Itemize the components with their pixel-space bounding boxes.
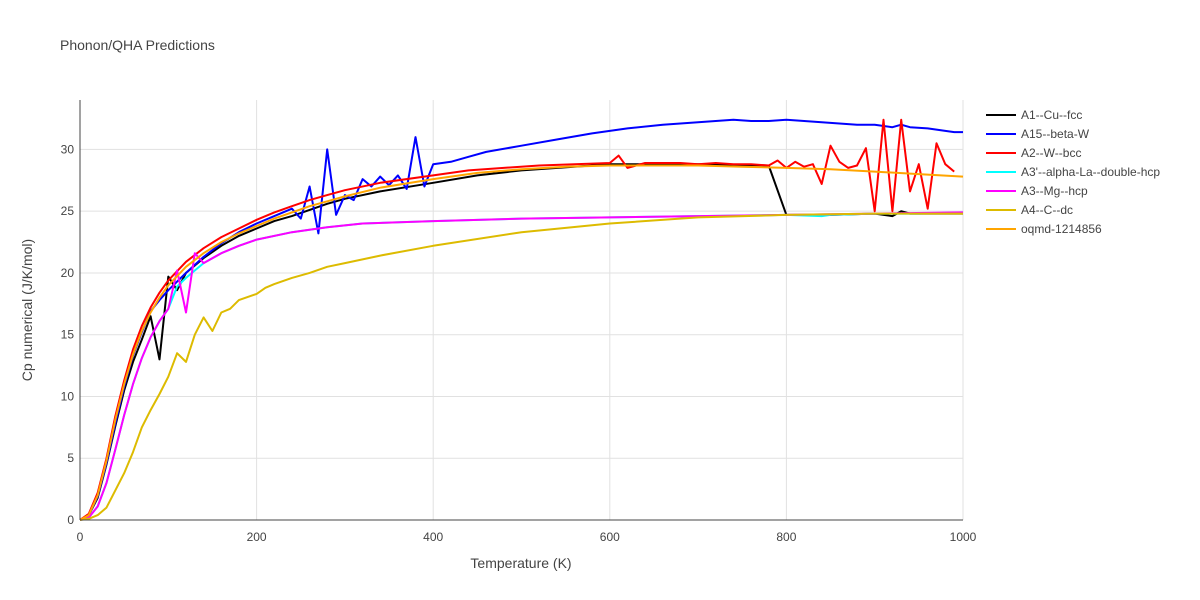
legend-label: A15--beta-W [1021, 127, 1090, 141]
series-line-2 [79, 118, 963, 521]
legend-item[interactable]: A1--Cu--fcc [986, 108, 1082, 122]
legend-label: A4--C--dc [1021, 203, 1073, 217]
x-axis-title: Temperature (K) [470, 555, 571, 571]
legend-item[interactable]: A3--Mg--hcp [986, 184, 1088, 198]
y-tick-label: 0 [67, 513, 74, 527]
axes: 0 200 400 600 800 1000 0 5 10 15 20 25 30 [61, 100, 977, 544]
y-axis-title: Cp numerical (J/K/mol) [19, 239, 35, 381]
legend-label: oqmd-1214856 [1021, 222, 1102, 236]
x-tick-label: 200 [247, 530, 267, 544]
series-line-7 [79, 164, 964, 521]
legend-item[interactable]: A2--W--bcc [986, 146, 1081, 160]
x-tick-label: 800 [776, 530, 796, 544]
y-tick-label: 15 [61, 328, 75, 342]
legend-label: A2--W--bcc [1021, 146, 1081, 160]
legend: A1--Cu--fcc A15--beta-W A2--W--bcc A3'--alp… [986, 108, 1160, 236]
legend-item[interactable]: oqmd-1214856 [986, 222, 1102, 236]
legend-label: A1--Cu--fcc [1021, 108, 1082, 122]
series-line-1 [79, 163, 963, 521]
legend-item[interactable]: A15--beta-W [986, 127, 1090, 141]
legend-label: A3--Mg--hcp [1021, 184, 1088, 198]
legend-label: A3'--alpha-La--double-hcp [1021, 165, 1160, 179]
y-tick-label: 5 [67, 451, 74, 465]
y-tick-label: 10 [61, 389, 75, 403]
x-tick-label: 600 [600, 530, 620, 544]
legend-item[interactable]: A4--C--dc [986, 203, 1073, 217]
chart-title: Phonon/QHA Predictions [60, 37, 215, 53]
x-tick-label: 400 [423, 530, 443, 544]
series-line-5 [79, 211, 964, 521]
y-tick-label: 25 [61, 204, 75, 218]
series-line-3 [79, 118, 955, 521]
x-tick-label: 0 [77, 530, 84, 544]
x-tick-label: 1000 [950, 530, 977, 544]
grid [80, 100, 964, 520]
y-tick-label: 20 [61, 266, 75, 280]
series-line-6 [79, 212, 963, 521]
y-tick-label: 30 [61, 142, 75, 156]
series-group [79, 118, 964, 521]
legend-item[interactable]: A3'--alpha-La--double-hcp [986, 165, 1160, 179]
